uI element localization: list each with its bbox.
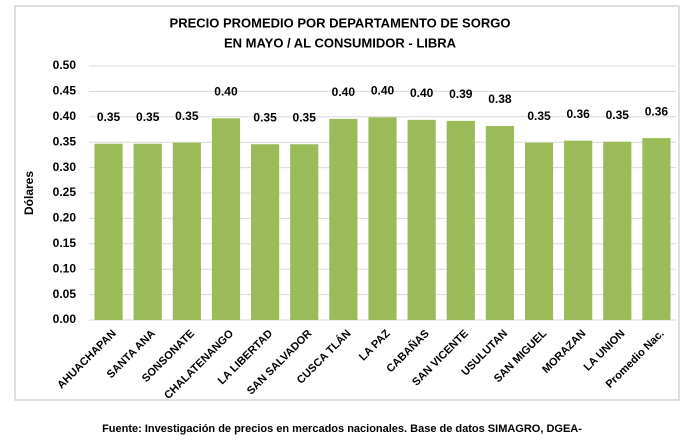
y-tick-label: 0.25 [53, 185, 77, 199]
data-label: 0.35 [175, 109, 199, 123]
bar [211, 118, 241, 320]
y-tick-label: 0.05 [53, 287, 77, 301]
data-label: 0.39 [449, 87, 473, 101]
bar [407, 119, 436, 321]
y-tick-label: 0.45 [53, 84, 77, 98]
bar [524, 142, 554, 320]
data-label: 0.35 [293, 110, 317, 124]
y-tick-label: 0.30 [53, 160, 77, 174]
bar [290, 144, 319, 320]
chart-title: EN MAYO / AL CONSUMIDOR - LIBRA [224, 35, 457, 50]
bar [446, 120, 475, 320]
data-label: 0.38 [488, 92, 512, 106]
bar [368, 117, 397, 320]
y-tick-label: 0.00 [53, 312, 77, 326]
bar [642, 138, 671, 320]
chart-title: PRECIO PROMEDIO POR DEPARTAMENTO DE SORG… [170, 15, 511, 30]
y-tick-label: 0.50 [53, 58, 77, 72]
data-label: 0.36 [645, 104, 669, 118]
data-label: 0.35 [527, 109, 551, 123]
bar [329, 118, 358, 320]
bar [133, 143, 162, 320]
data-label: 0.40 [332, 85, 356, 99]
data-label: 0.40 [214, 84, 238, 98]
bar [564, 140, 593, 320]
y-tick-label: 0.35 [53, 134, 77, 148]
bar [603, 141, 632, 320]
y-axis-label: Dólares [22, 171, 36, 215]
y-tick-label: 0.15 [53, 236, 77, 250]
bar [94, 143, 123, 320]
data-label: 0.40 [410, 86, 434, 100]
data-label: 0.40 [371, 83, 395, 97]
y-tick-label: 0.20 [53, 211, 77, 225]
bar [485, 125, 514, 320]
bar [251, 144, 280, 320]
data-label: 0.36 [566, 107, 590, 121]
data-label: 0.35 [253, 110, 277, 124]
data-label: 0.35 [136, 110, 160, 124]
y-tick-label: 0.10 [53, 261, 77, 275]
data-label: 0.35 [97, 110, 121, 124]
data-label: 0.35 [606, 108, 630, 122]
source: Fuente: Investigación de precios en merc… [102, 423, 582, 435]
bar [172, 142, 201, 320]
y-tick-label: 0.40 [53, 109, 77, 123]
